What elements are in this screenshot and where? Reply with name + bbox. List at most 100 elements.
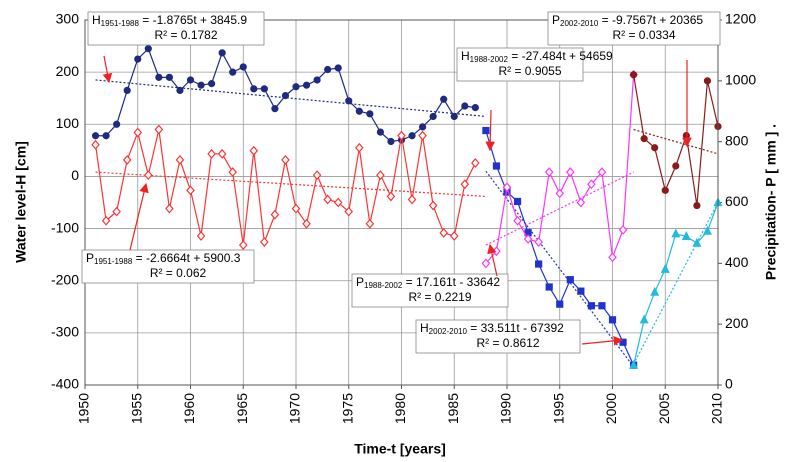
point bbox=[702, 225, 712, 235]
r-squared: R² = 0.8612 bbox=[476, 336, 539, 350]
trend-line bbox=[633, 202, 719, 365]
point bbox=[440, 95, 448, 103]
r-squared: R² = 0.062 bbox=[150, 266, 207, 280]
point bbox=[260, 85, 268, 93]
point bbox=[534, 237, 543, 247]
x-tick-label: 2000 bbox=[603, 393, 619, 424]
plot bbox=[91, 45, 723, 369]
point bbox=[91, 139, 100, 150]
point bbox=[639, 314, 649, 324]
point bbox=[133, 127, 143, 138]
eq-symbol: P bbox=[552, 13, 560, 27]
annotations: H1951-1988 = -1.8765t + 3845.9R² = 0.178… bbox=[81, 11, 721, 354]
point bbox=[302, 218, 311, 229]
r-squared: R² = 0.9055 bbox=[498, 64, 561, 78]
point bbox=[208, 80, 216, 88]
equation: H2002-2010 = 33.511t - 67392 bbox=[420, 321, 564, 336]
series-line bbox=[94, 129, 476, 246]
y-tick-label: -200 bbox=[51, 271, 79, 287]
point bbox=[650, 286, 660, 296]
point bbox=[218, 49, 226, 57]
point bbox=[366, 110, 374, 118]
point bbox=[386, 191, 396, 202]
x-tick-label: 1995 bbox=[550, 393, 566, 424]
point bbox=[587, 302, 596, 310]
eq-body: = -9.7567t + 20365 bbox=[598, 13, 703, 27]
arrow bbox=[581, 336, 624, 346]
point bbox=[344, 206, 354, 217]
point bbox=[597, 167, 607, 177]
arrow bbox=[129, 182, 149, 251]
eq-subscript: 2002-2010 bbox=[429, 327, 468, 336]
point bbox=[428, 200, 438, 211]
eq-subscript: 1988-2002 bbox=[364, 281, 403, 290]
arrows bbox=[102, 55, 692, 346]
point bbox=[217, 148, 227, 159]
y-tick-label: -400 bbox=[51, 376, 79, 392]
x-axis-title: Time-t [years] bbox=[354, 441, 446, 457]
point bbox=[461, 102, 469, 110]
point bbox=[197, 81, 205, 89]
y-tick-label: -300 bbox=[51, 324, 79, 340]
annotation-box bbox=[351, 273, 509, 308]
point bbox=[418, 130, 427, 141]
point bbox=[566, 167, 575, 177]
point bbox=[376, 128, 384, 136]
eq-body: = 17.161t - 33642 bbox=[402, 275, 500, 289]
trend-line bbox=[485, 170, 635, 368]
equation: P1988-2002 = 17.161t - 33642 bbox=[356, 275, 500, 290]
point bbox=[281, 92, 290, 100]
eq-body: = 33.511t - 67392 bbox=[467, 321, 564, 335]
point bbox=[681, 231, 691, 240]
point bbox=[239, 63, 247, 71]
point bbox=[291, 203, 301, 214]
x-tick-label: 1965 bbox=[234, 393, 250, 424]
point bbox=[365, 218, 375, 229]
x-tick-label: 1985 bbox=[445, 393, 461, 424]
point bbox=[155, 73, 163, 81]
point bbox=[682, 131, 690, 140]
point bbox=[566, 276, 574, 284]
x-tick-label: 1950 bbox=[76, 393, 92, 424]
annotation-box bbox=[547, 11, 721, 46]
point bbox=[355, 142, 364, 153]
y2-tick-label: 600 bbox=[725, 193, 749, 209]
point bbox=[502, 182, 512, 193]
point bbox=[176, 86, 184, 94]
eq-symbol: H bbox=[420, 321, 429, 335]
point bbox=[450, 112, 458, 121]
eq-body: = -2.6664t + 5900.3 bbox=[132, 251, 240, 265]
annotation-box bbox=[456, 47, 584, 82]
point bbox=[270, 209, 280, 220]
y2-tick-label: 400 bbox=[725, 254, 749, 270]
eq-symbol: P bbox=[356, 275, 364, 289]
x-tick-label: 1960 bbox=[181, 393, 197, 424]
point bbox=[671, 228, 681, 238]
point bbox=[249, 145, 259, 156]
point bbox=[587, 179, 596, 190]
point bbox=[313, 76, 321, 84]
trend-line bbox=[485, 171, 634, 246]
point bbox=[693, 201, 701, 210]
y2-axis-title: Precipitation- P [ mm ] . bbox=[763, 124, 779, 280]
point bbox=[165, 203, 174, 214]
arrow bbox=[102, 55, 113, 84]
y-tick-label: -100 bbox=[51, 219, 79, 235]
point bbox=[513, 197, 522, 206]
point bbox=[460, 179, 470, 190]
r-squared: R² = 0.2219 bbox=[408, 290, 471, 304]
point bbox=[102, 132, 110, 140]
point bbox=[355, 107, 363, 115]
point bbox=[186, 185, 195, 196]
point bbox=[407, 194, 417, 205]
y-axis-title: Water level-H [cm] bbox=[13, 141, 29, 263]
point bbox=[292, 83, 300, 91]
x-tick-label: 1975 bbox=[339, 393, 355, 424]
point bbox=[672, 162, 680, 170]
point bbox=[439, 228, 448, 238]
y2-tick-label: 1200 bbox=[725, 11, 756, 27]
eq-symbol: H bbox=[92, 13, 101, 27]
y2-tick-label: 1000 bbox=[725, 72, 756, 88]
plot-frame bbox=[84, 19, 719, 386]
grid: 1950 1955 1960 1965 1970 1975 1980 1985 1990 1995… bbox=[51, 11, 756, 424]
